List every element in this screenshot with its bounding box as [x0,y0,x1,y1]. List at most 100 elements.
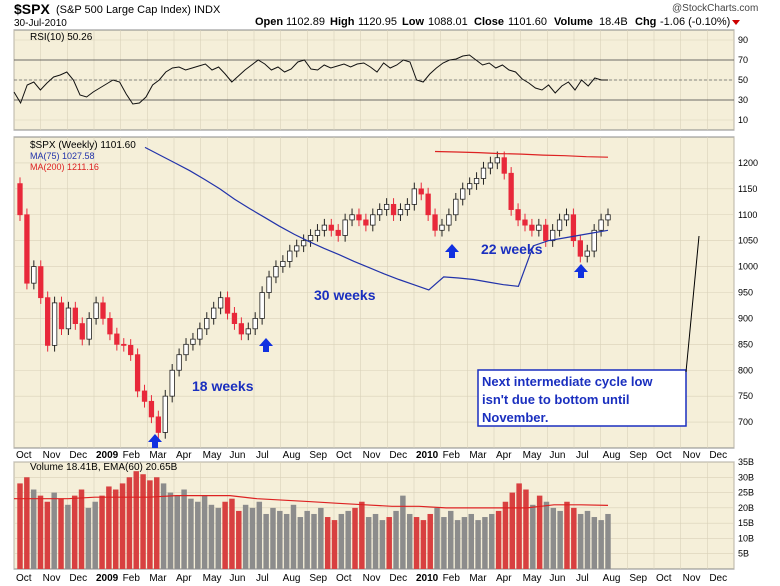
x-tick-label: Oct [656,573,672,584]
volume-bar [304,510,310,569]
volume-bar [372,513,379,569]
volume-bar [290,504,297,569]
rsi-panel: 10 30 50 70 90 [13,29,748,131]
x-tick-label: Feb [443,450,461,461]
volume-bar [133,471,139,569]
volume-bar [85,507,92,569]
x-tick-label: 2010 [416,450,439,461]
candle-body [328,224,334,231]
candle-body [24,214,30,284]
volume-bar [530,504,536,569]
candle-body [466,183,473,190]
volume-bar [598,520,604,569]
candle-body [321,224,328,231]
volume-label: Volume [554,16,593,28]
volume-bar [454,520,461,569]
x-tick-label: Mar [149,450,167,461]
x-tick-label: Aug [283,573,301,584]
volume-bar [427,513,433,569]
note-box [477,369,687,427]
candle-body [591,229,597,252]
candle-body [501,157,507,174]
volume-bar [461,517,468,569]
candle-body [197,328,203,340]
x-tick-label: Jun [229,573,245,584]
x-tick-label: Mar [469,450,487,461]
candle-body [93,302,99,319]
x-tick-label: Jul [576,573,589,584]
x-tick-label: 2009 [96,573,119,584]
price-tick-label: 1200 [738,158,758,168]
x-tick-label: Jun [549,573,565,584]
rsi-tick-label: 10 [738,115,748,125]
price-tick-label: 750 [738,391,753,401]
projection-line [685,235,700,373]
x-tick-label: Feb [123,450,141,461]
volume-bar [605,513,611,569]
price-tick-label: 1050 [738,236,758,246]
candle-body [266,276,272,293]
candle-body [100,302,106,319]
candle-body [169,369,175,397]
price-tick-label: 1100 [738,210,757,220]
volume-bar [482,517,488,569]
volume-bar [154,477,160,569]
candle-body [383,203,390,210]
x-tick-label: Dec [389,450,407,461]
candle-body [563,214,570,221]
candle-body [404,203,411,210]
volume-bar [17,483,23,569]
x-tick-label: 2009 [96,450,119,461]
chg-down-arrow-icon [732,20,740,25]
x-tick-label: May [203,450,222,461]
volume-bar [222,501,228,569]
candle-body [390,203,397,216]
candle-body [432,214,438,231]
x-tick-label: Aug [283,450,301,461]
volume-bar [140,474,146,569]
volume-bar [99,495,105,569]
candle-body [121,343,127,346]
volume-bar [126,477,133,569]
price-tick-label: 800 [738,365,753,375]
candle-body [183,343,189,356]
x-tick-label: May [523,573,542,584]
volume-bar [557,510,563,569]
volume-bar [160,483,167,569]
volume-bar [523,489,529,569]
candle-body [584,250,590,257]
rsi-tick-label: 50 [738,75,748,85]
x-tick-label: Sep [629,573,647,584]
candle-body [314,229,321,236]
volume-bar [564,501,570,569]
note-line-3: November. [482,410,548,425]
candle-body [460,188,466,200]
x-axis-mid: Oct Nov Dec 2009 Feb Mar Apr May Jun Jul Aug Sep Oct… [16,450,727,461]
low-value: 1088.01 [428,16,468,28]
x-tick-label: Jun [549,450,565,461]
candle-body [259,292,265,319]
candle-body [529,224,535,231]
volume-bar [249,507,256,569]
volume-bar [71,495,78,569]
candle-body [231,312,238,325]
rsi-title: RSI(10) 50.26 [30,32,93,43]
ma200-legend: MA(200) 1211.16 [30,162,99,172]
candle-body [570,214,577,242]
candle-body [425,193,431,216]
x-tick-label: Sep [309,450,327,461]
x-tick-label: 2010 [416,573,439,584]
x-tick-label: Jul [256,450,269,461]
volume-bar [338,513,345,569]
volume-bar [365,517,372,569]
candle-body [79,323,85,340]
candle-body [446,214,452,226]
candle-body [128,344,134,356]
volume-bar [44,501,51,569]
volume-bar [516,483,522,569]
volume-bar [195,501,201,569]
x-tick-label: Jul [576,450,589,461]
x-tick-label: Nov [363,450,381,461]
candle-body [487,162,494,169]
